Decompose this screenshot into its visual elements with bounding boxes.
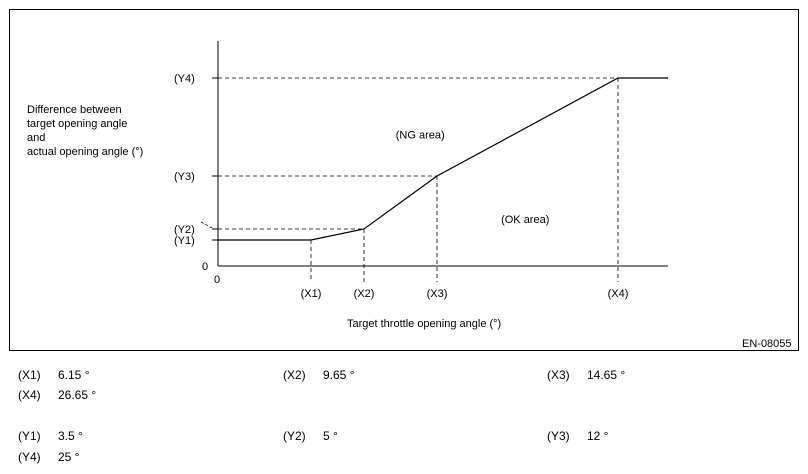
x-tick-label: (X4) (608, 288, 629, 300)
x-axis-label: Target throttle opening angle (°) (347, 318, 502, 330)
y-axis-label: Difference between target opening angle … (27, 103, 143, 159)
y-tick-label: (Y1) (174, 235, 195, 247)
y-tick-label: (Y3) (174, 171, 195, 183)
y-axis-label-line: and (27, 132, 46, 144)
guide-lines (200, 77, 619, 282)
legend-item-x1: (X1) 6.15 ° (18, 368, 90, 382)
legend-value: 14.65 ° (587, 368, 626, 382)
legend-item-y4: (Y4) 25 ° (18, 450, 79, 464)
chart-frame (9, 9, 799, 351)
x-tick-label: (X3) (427, 288, 448, 300)
y-axis-label-line: target opening angle (27, 118, 128, 130)
legend-value: 25 ° (58, 450, 80, 464)
legend-key: (Y2) (283, 429, 306, 443)
legend-key: (X3) (547, 368, 570, 382)
series-line (218, 77, 668, 241)
legend-item-y3: (Y3) 12 ° (547, 429, 608, 443)
legend-key: (Y1) (18, 429, 41, 443)
legend-value: 9.65 ° (323, 368, 355, 382)
legend-key: (X1) (18, 368, 41, 382)
legend-key: (X4) (18, 388, 41, 402)
axes (212, 41, 668, 267)
origin-label: 0 (214, 274, 220, 286)
legend-item-x4: (X4) 26.65 ° (18, 388, 96, 402)
series (218, 77, 668, 241)
legend-item-x2: (X2) 9.65 ° (283, 368, 355, 382)
tick-labels: (Y1)(Y2) (Y3) (Y4) 00 (X1) (X2) (X3) (X4) (NG ar… (174, 73, 628, 300)
legend-item-y1: (Y1) 3.5 ° (18, 429, 83, 443)
region-label: (NG area) (396, 129, 445, 141)
legend-item-x3: (X3) 14.65 ° (547, 368, 625, 382)
y-tick-label: (Y2) (174, 224, 195, 236)
y-axis-label-line: Difference between (27, 104, 122, 116)
legend-value: 5 ° (323, 429, 338, 443)
legend-item-y2: (Y2) 5 ° (283, 429, 338, 443)
legend-key: (X2) (283, 368, 306, 382)
figure-code: EN-08055 (742, 338, 792, 350)
x-tick-label: (X1) (301, 288, 322, 300)
y2-pointer-line (200, 221, 213, 229)
y-tick-label: (Y4) (174, 73, 195, 85)
legend-value: 3.5 ° (58, 429, 83, 443)
y-zero-label: 0 (202, 261, 208, 273)
legend-value: 26.65 ° (58, 388, 97, 402)
legend-value: 6.15 ° (58, 368, 90, 382)
x-tick-label: (X2) (354, 288, 375, 300)
legend-key: (Y3) (547, 429, 570, 443)
region-label: (OK area) (501, 214, 549, 226)
legend-key: (Y4) (18, 450, 41, 464)
legend-value: 12 ° (587, 429, 609, 443)
y-axis-label-line: actual opening angle (°) (27, 146, 144, 158)
